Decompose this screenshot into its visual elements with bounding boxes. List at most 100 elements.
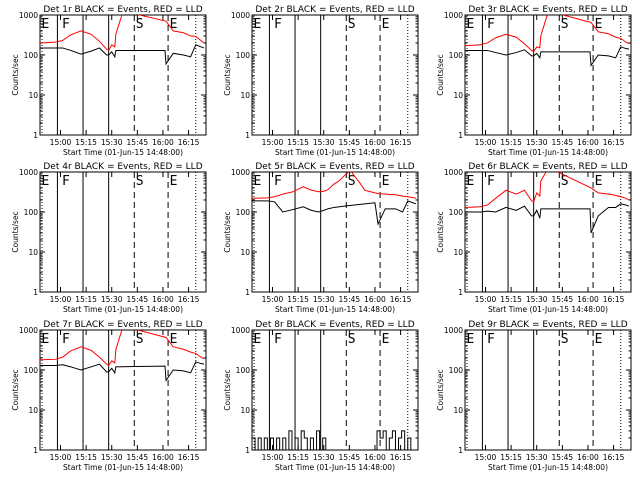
y-tick-label: 1000 [444,11,463,20]
y-tick-label: 1 [245,288,250,297]
events-series-line [252,430,415,450]
y-tick-label: 100 [24,51,39,60]
x-tick-label: 15:00 [262,138,284,147]
y-axis-label: Counts/sec [223,54,232,95]
x-tick-label: 15:45 [552,453,574,462]
plot-frame [464,171,632,293]
phase-marker-f: F [487,332,495,347]
phase-marker-e: E [382,332,390,347]
y-tick-label: 100 [449,366,464,375]
x-tick-label: 15:45 [339,138,361,147]
x-axis-label: Start Time (01-Jun-15 14:48:00) [275,148,395,157]
y-axis-label: Counts/sec [11,211,20,252]
x-axis-label: Start Time (01-Jun-15 14:48:00) [275,305,395,314]
y-tick-label: 10 [28,248,38,257]
panel-title: Det 6r BLACK = Events, RED = LLD [468,162,627,172]
phase-marker-s: S [561,17,569,32]
phase-marker-s: S [348,174,356,189]
x-tick-label: 15:15 [500,138,522,147]
detector-panel-2: Det 2r BLACK = Events, RED = LLD 1 10 100 10… [223,5,419,157]
plot-frame [464,329,632,451]
y-tick-label: 100 [236,208,251,217]
panel-title: Det 2r BLACK = Events, RED = LLD [255,5,414,15]
phase-marker-s: S [136,332,144,347]
phase-marker-s: S [136,17,144,32]
x-tick-label: 15:00 [475,453,497,462]
phase-marker-e: E [42,174,50,189]
phase-marker-e: E [595,174,603,189]
y-tick-label: 10 [453,91,463,100]
x-axis-label: Start Time (01-Jun-15 14:48:00) [63,463,183,472]
y-tick-label: 1000 [19,326,38,335]
x-tick-label: 16:15 [603,295,625,304]
detector-panel-1: Det 1r BLACK = Events, RED = LLD 1 10 100 10… [11,5,207,157]
x-tick-label: 15:30 [526,295,548,304]
plot-frame [39,329,207,451]
x-tick-label: 16:15 [603,453,625,462]
events-series-line [40,44,205,66]
x-tick-label: 15:30 [101,138,123,147]
x-tick-label: 16:00 [152,138,174,147]
plot-frame [251,329,419,451]
x-tick-label: 15:00 [262,453,284,462]
phase-marker-s: S [561,332,569,347]
phase-marker-s: S [561,174,569,189]
phase-marker-s: S [136,174,144,189]
x-tick-label: 16:15 [390,453,412,462]
x-tick-label: 16:15 [178,138,200,147]
y-tick-label: 100 [449,51,464,60]
x-tick-label: 16:15 [603,138,625,147]
detector-panel-4: Det 4r BLACK = Events, RED = LLD 1 10 100 10… [11,162,207,314]
plot-frame [251,171,419,293]
x-tick-label: 15:15 [75,138,97,147]
x-tick-label: 15:45 [552,295,574,304]
panel-title: Det 8r BLACK = Events, RED = LLD [255,320,414,330]
y-tick-label: 1 [33,288,38,297]
y-axis-label: Counts/sec [223,369,232,410]
x-axis-label: Start Time (01-Jun-15 14:48:00) [488,463,608,472]
x-tick-label: 15:15 [500,295,522,304]
phase-marker-e: E [42,17,50,32]
y-tick-label: 100 [236,366,251,375]
lld-series-line [465,15,630,53]
y-tick-label: 100 [236,51,251,60]
x-axis-label: Start Time (01-Jun-15 14:48:00) [488,148,608,157]
detector-panel-7: Det 7r BLACK = Events, RED = LLD 1 10 100 10… [11,320,207,472]
phase-marker-e: E [467,332,475,347]
y-tick-label: 1000 [444,326,463,335]
x-tick-label: 15:30 [101,453,123,462]
x-tick-label: 16:00 [152,453,174,462]
x-tick-label: 16:00 [577,138,599,147]
x-tick-label: 16:15 [390,295,412,304]
phase-marker-e: E [42,332,50,347]
phase-marker-f: F [487,174,495,189]
y-axis-label: Counts/sec [223,211,232,252]
phase-marker-s: S [348,17,356,32]
phase-marker-e: E [170,17,178,32]
phase-marker-f: F [274,332,282,347]
x-tick-label: 15:15 [287,453,309,462]
panel-title: Det 1r BLACK = Events, RED = LLD [43,5,202,15]
phase-marker-f: F [274,17,282,32]
y-tick-label: 10 [453,248,463,257]
x-tick-label: 15:30 [313,138,335,147]
x-tick-label: 16:00 [364,453,386,462]
y-tick-label: 1 [458,131,463,140]
x-tick-label: 15:15 [75,295,97,304]
phase-marker-e: E [382,17,390,32]
x-tick-label: 15:30 [526,138,548,147]
phase-marker-e: E [595,17,603,32]
y-tick-label: 10 [28,406,38,415]
phase-marker-e: E [170,332,178,347]
x-tick-label: 16:00 [364,295,386,304]
detector-panel-3: Det 3r BLACK = Events, RED = LLD 1 10 100 10… [436,5,632,157]
x-tick-label: 15:00 [475,138,497,147]
y-tick-label: 10 [453,406,463,415]
x-tick-label: 15:45 [127,138,149,147]
phase-marker-e: E [467,174,475,189]
lld-series-line [465,172,630,208]
phase-marker-f: F [62,17,70,32]
y-tick-label: 1000 [231,326,250,335]
x-axis-label: Start Time (01-Jun-15 14:48:00) [63,305,183,314]
